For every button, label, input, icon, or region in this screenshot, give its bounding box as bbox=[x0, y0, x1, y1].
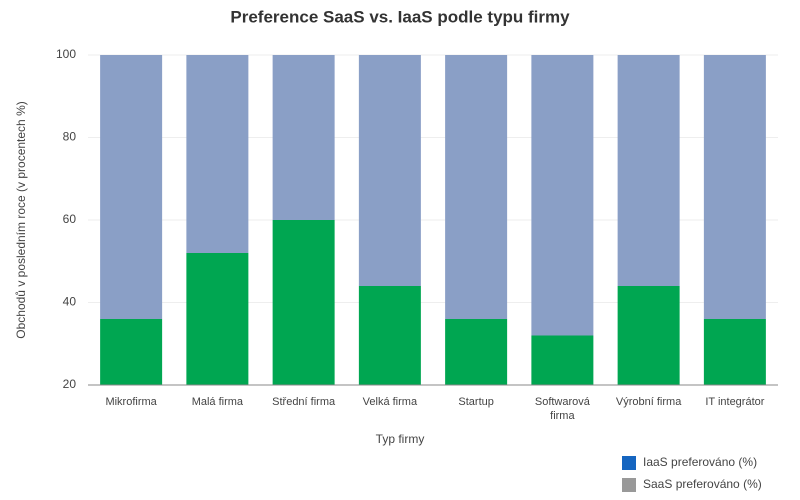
x-tick-label: Velká firma bbox=[362, 396, 418, 408]
bar-segment bbox=[100, 319, 163, 385]
bar-segment bbox=[100, 55, 163, 319]
x-tick-label: IT integrátor bbox=[705, 396, 765, 408]
y-tick-label: 20 bbox=[63, 377, 77, 391]
y-tick-label: 40 bbox=[63, 295, 77, 309]
bar-segment bbox=[186, 55, 249, 253]
x-tick-label: Střední firma bbox=[272, 396, 336, 408]
bar-segment bbox=[358, 286, 421, 385]
bar-segment bbox=[358, 55, 421, 286]
bar-segment bbox=[617, 286, 680, 385]
bar-segment bbox=[703, 55, 766, 319]
bar-segment bbox=[703, 319, 766, 385]
bar-segment bbox=[445, 319, 508, 385]
legend-label: SaaS preferováno (%) bbox=[643, 477, 762, 491]
x-tick-label: Startup bbox=[458, 396, 494, 408]
x-tick-label: Výrobní firma bbox=[615, 396, 682, 408]
bar-segment bbox=[272, 220, 335, 385]
legend-swatch bbox=[622, 456, 636, 470]
bar-segment bbox=[272, 55, 335, 220]
legend-label: IaaS preferováno (%) bbox=[643, 455, 757, 469]
y-tick-label: 60 bbox=[63, 212, 77, 226]
y-axis-title: Obchodů v posledním roce (v procentech %… bbox=[14, 101, 28, 338]
y-tick-label: 100 bbox=[56, 47, 76, 61]
bar-segment bbox=[445, 55, 508, 319]
chart-title: Preference SaaS vs. IaaS podle typu firm… bbox=[230, 7, 570, 26]
legend-swatch bbox=[622, 478, 636, 492]
x-tick-label: Softwarová firma bbox=[534, 396, 590, 422]
bar-segment bbox=[186, 253, 249, 385]
y-tick-label: 80 bbox=[63, 130, 77, 144]
bar-segment bbox=[531, 55, 594, 336]
bar-segment bbox=[617, 55, 680, 286]
x-tick-label: Malá firma bbox=[191, 396, 244, 408]
x-tick-label: Mikrofirma bbox=[105, 396, 157, 408]
bar-segment bbox=[531, 335, 594, 385]
x-axis-title: Typ firmy bbox=[376, 432, 425, 446]
